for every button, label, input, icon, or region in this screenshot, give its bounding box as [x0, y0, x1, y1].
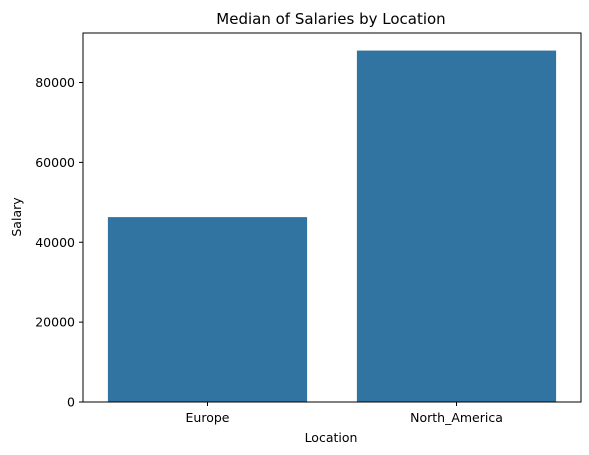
x-axis-ticks: Europe North_America [186, 402, 503, 425]
y-axis-ticks: 0 20000 40000 60000 80000 [35, 75, 83, 410]
bar-north-america [356, 50, 557, 402]
y-axis-title: Salary [9, 197, 24, 237]
y-tick-label: 20000 [35, 315, 75, 330]
plot-frame [82, 32, 582, 403]
x-tick-label: Europe [186, 410, 230, 425]
chart-title: Median of Salaries by Location [216, 10, 445, 28]
x-axis-title: Location [305, 430, 358, 445]
y-tick-label: 60000 [35, 155, 75, 170]
bar-europe [107, 217, 308, 402]
y-tick-label: 0 [67, 395, 75, 410]
y-tick-label: 80000 [35, 75, 75, 90]
y-tick-label: 40000 [35, 235, 75, 250]
bars-group [107, 50, 557, 402]
x-tick-label: North_America [410, 410, 503, 425]
